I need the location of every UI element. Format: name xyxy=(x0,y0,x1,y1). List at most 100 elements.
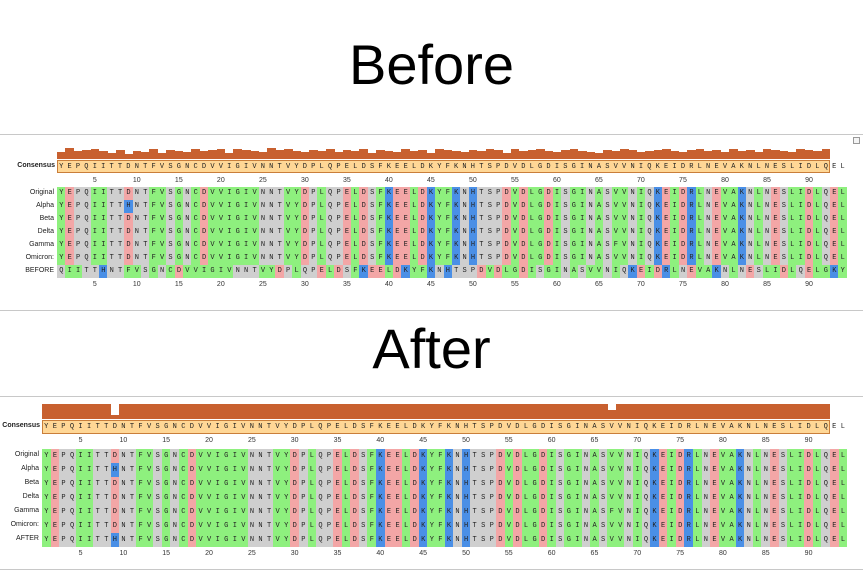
residue-cell: L xyxy=(754,213,763,226)
residue-cell: N xyxy=(586,200,595,213)
residue-cell: N xyxy=(256,491,265,505)
consensus-residue: N xyxy=(588,163,593,171)
residue-cell: K xyxy=(653,252,663,265)
residue-cell: N xyxy=(267,239,276,252)
residue-cell: F xyxy=(436,449,445,463)
residue-cell: G xyxy=(233,187,243,200)
residue-cell: I xyxy=(670,187,679,200)
residue-cell: Q xyxy=(645,187,654,200)
conservation-bar xyxy=(477,151,486,159)
residue-cell: F xyxy=(149,187,159,200)
consensus-residue: I xyxy=(638,163,644,171)
residue-cell: L xyxy=(812,491,822,505)
residue-cell: T xyxy=(264,505,274,519)
ruler-tick-label: 70 xyxy=(637,177,645,184)
conservation-bar xyxy=(59,404,68,419)
residue-cell: I xyxy=(552,226,562,239)
residue-cell: I xyxy=(547,533,557,547)
residue-cell: N xyxy=(624,491,634,505)
residue-cell: H xyxy=(461,463,471,477)
residue-cell: D xyxy=(410,505,420,519)
residue-cell: A xyxy=(727,463,736,477)
residue-cell: S xyxy=(358,533,368,547)
residue-cell: K xyxy=(451,200,461,213)
conservation-bar xyxy=(141,151,150,159)
residue-cell: A xyxy=(727,505,736,519)
conservation-bar xyxy=(581,404,591,419)
consensus-residue: I xyxy=(798,163,803,171)
consensus-residue: Y xyxy=(283,423,289,431)
residue-cell: V xyxy=(196,533,205,547)
residue-cell: N xyxy=(745,226,755,239)
residue-cell: Q xyxy=(821,519,831,533)
residue-cell: S xyxy=(778,463,788,477)
residue-cell: G xyxy=(535,200,545,213)
residue-cell: V xyxy=(607,463,617,477)
residue-cell: E xyxy=(658,491,668,505)
residue-cell: S xyxy=(603,252,612,265)
consensus-residue: Q xyxy=(643,423,648,431)
residue-cell: G xyxy=(564,449,574,463)
consensus-residue: G xyxy=(164,423,169,431)
residue-cell: A xyxy=(569,265,579,278)
residue-cell: T xyxy=(107,200,116,213)
consensus-residue: V xyxy=(210,163,215,171)
residue-cell: V xyxy=(615,533,625,547)
residue-cell: P xyxy=(298,463,308,477)
residue-cell: E xyxy=(50,449,60,463)
residue-cell: N xyxy=(119,505,128,519)
residue-cell: I xyxy=(213,533,223,547)
ruler-tick-label: 5 xyxy=(78,550,83,557)
conservation-bar xyxy=(710,404,719,419)
residue-cell: D xyxy=(544,226,553,239)
residue-cell: H xyxy=(461,477,471,491)
conservation-bar xyxy=(170,404,180,419)
residue-cell: K xyxy=(653,213,663,226)
residue-cell: P xyxy=(73,239,83,252)
residue-cell: L xyxy=(787,449,796,463)
residue-cell: S xyxy=(778,477,788,491)
residue-cell: D xyxy=(290,533,300,547)
residue-cell: D xyxy=(804,252,814,265)
conservation-bar xyxy=(661,149,671,159)
residue-cell: V xyxy=(718,519,728,533)
residue-cell: K xyxy=(650,491,659,505)
residue-cell: N xyxy=(170,463,180,477)
residue-cell: D xyxy=(124,187,133,200)
consensus-residue: N xyxy=(249,423,254,431)
residue-cell: D xyxy=(300,239,310,252)
residue-cell: T xyxy=(264,463,274,477)
residue-cell: Q xyxy=(316,505,325,519)
residue-cell: D xyxy=(678,187,688,200)
window-control-icon[interactable] xyxy=(853,137,860,144)
residue-cell: E xyxy=(712,213,721,226)
residue-cell: L xyxy=(401,491,411,505)
residue-cell: T xyxy=(115,213,125,226)
residue-cell: I xyxy=(636,187,646,200)
residue-cell: L xyxy=(692,533,702,547)
residue-cell: D xyxy=(187,533,197,547)
residue-cell: Q xyxy=(821,213,831,226)
residue-cell: N xyxy=(258,187,268,200)
ruler-tick-label: 70 xyxy=(633,550,642,557)
residue-cell: Q xyxy=(821,491,831,505)
residue-cell: F xyxy=(367,533,377,547)
residue-cell: D xyxy=(495,463,505,477)
residue-cell: S xyxy=(166,213,175,226)
residue-cell: Q xyxy=(641,505,651,519)
ruler-tick-label: 10 xyxy=(132,177,141,184)
residue-cell: D xyxy=(804,449,814,463)
residue-cell: A xyxy=(594,239,604,252)
residue-cell: K xyxy=(735,477,745,491)
residue-cell: L xyxy=(695,252,705,265)
conservation-bar xyxy=(577,151,587,159)
residue-cell: L xyxy=(838,519,848,533)
consensus-residue: K xyxy=(386,163,391,171)
residue-cell: K xyxy=(451,187,461,200)
residue-cell: V xyxy=(718,491,728,505)
consensus-residue: V xyxy=(618,423,623,431)
residue-cell: F xyxy=(149,252,159,265)
residue-cell: G xyxy=(233,213,243,226)
residue-cell: P xyxy=(334,213,343,226)
residue-cell: S xyxy=(478,477,488,491)
